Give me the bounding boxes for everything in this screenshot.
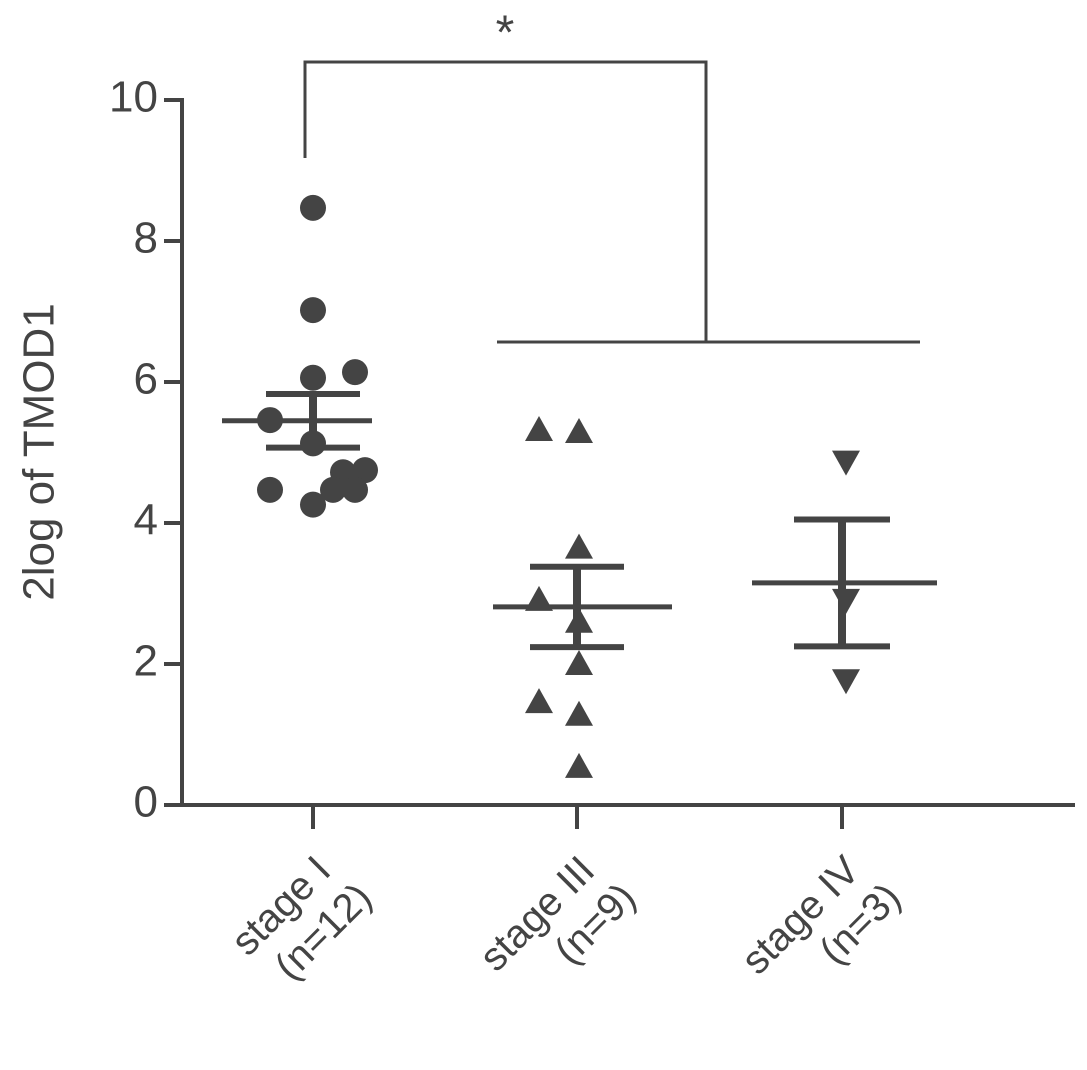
x-tick-label: stage IV(n=3)	[733, 841, 909, 1017]
x-tick-label: stage III(n=9)	[471, 841, 644, 1014]
significance-label: *	[496, 7, 515, 60]
data-point	[352, 457, 378, 484]
data-point	[300, 297, 326, 324]
data-point	[342, 476, 368, 503]
y-tick-label: 2	[134, 637, 158, 686]
data-point	[257, 476, 283, 503]
data-point	[565, 533, 593, 559]
y-axis-label: 2log of TMOD1	[15, 303, 64, 601]
data-point	[525, 688, 553, 714]
data-point	[300, 194, 326, 221]
data-point	[565, 752, 593, 778]
y-tick-label: 10	[109, 73, 158, 122]
x-tick-label: stage I(n=12)	[223, 841, 380, 998]
y-tick-label: 0	[134, 778, 158, 827]
y-tick-label: 4	[134, 496, 158, 545]
data-point	[300, 364, 326, 391]
data-point	[300, 491, 326, 518]
data-point	[525, 415, 553, 441]
data-point	[320, 476, 346, 503]
significance-bracket	[303, 60, 920, 344]
y-tick-label: 8	[134, 214, 158, 263]
data-point	[565, 700, 593, 726]
data-point	[565, 650, 593, 675]
data-point	[565, 418, 593, 444]
y-tick-label: 6	[134, 355, 158, 404]
data-point	[832, 450, 860, 476]
data-point	[832, 669, 860, 695]
data-point	[342, 359, 368, 386]
